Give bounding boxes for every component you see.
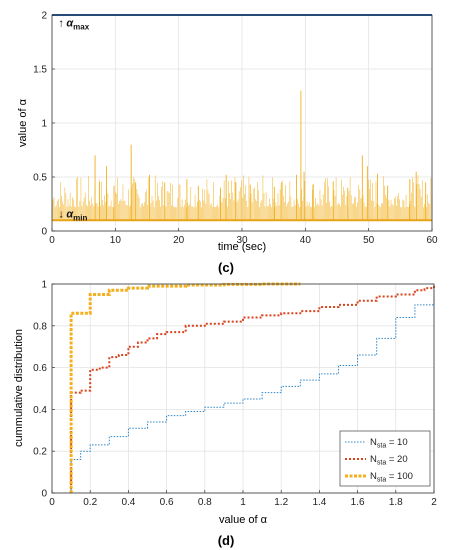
panel-d-x-tick-label: 0.2 bbox=[83, 497, 97, 508]
panel-c-x-tick-label: 50 bbox=[363, 235, 375, 246]
panel-d-x-tick-label: 0.6 bbox=[160, 497, 174, 508]
panel-d-x-tick-label: 0.8 bbox=[198, 497, 212, 508]
panel-d-legend: Nsta = 10 Nsta = 20 Nsta = 100 bbox=[339, 430, 431, 487]
panel-d-label: (d) bbox=[218, 533, 235, 548]
panel-d-x-tick-label: 0.4 bbox=[121, 497, 135, 508]
panel-c-y-tick-label: 0.5 bbox=[33, 173, 47, 184]
cdf-series-2 bbox=[70, 286, 435, 493]
annotation-min-arrow: ↓ bbox=[58, 209, 64, 221]
panel-d-x-tick-label: 1.4 bbox=[312, 497, 326, 508]
panel-d-y-tick-label: 0 bbox=[41, 489, 47, 500]
panel-c-x-tick-label: 60 bbox=[426, 235, 438, 246]
panel-c-ticks: 0 10 20 30 40 50 60 0 0.5 1 1.5 2 bbox=[33, 11, 438, 247]
legend-label-3: Nsta = 100 bbox=[370, 471, 413, 484]
panel-d-chart: 0 0.2 0.4 0.6 0.8 1 1.2 1.4 1.6 1.8 2 0 0.2 0.4 0.6 0.8… bbox=[13, 280, 437, 549]
panel-d-x-tick-label: 2 bbox=[431, 497, 437, 508]
cdf-series-3 bbox=[69, 282, 301, 493]
panel-c-y-tick-label: 1 bbox=[41, 119, 47, 130]
panel-d-x-tick-label: 0 bbox=[49, 497, 55, 508]
panel-d-y-axis-label: cummulative distribution bbox=[13, 329, 25, 447]
panel-d-x-axis-label: value of α bbox=[219, 514, 268, 526]
panel-d-ticks: 0 0.2 0.4 0.6 0.8 1 1.2 1.4 1.6 1.8 2 0 0.2 0.4 0.6 0.8… bbox=[33, 280, 437, 509]
panel-d-x-tick-label: 1.2 bbox=[274, 497, 288, 508]
panel-d-y-tick-label: 0.8 bbox=[33, 321, 47, 332]
panel-c-label: (c) bbox=[218, 260, 234, 275]
panel-d-y-tick-label: 0.4 bbox=[33, 405, 47, 416]
panel-c-x-tick-label: 0 bbox=[49, 235, 55, 246]
panel-d-x-tick-label: 1 bbox=[240, 497, 246, 508]
legend-label-1: Nsta = 10 bbox=[370, 437, 408, 450]
panel-c-x-tick-label: 20 bbox=[173, 235, 185, 246]
panel-c-x-tick-label: 10 bbox=[110, 235, 122, 246]
panel-c-y-axis-label: value of α bbox=[17, 98, 29, 147]
panel-c-y-tick-label: 1.5 bbox=[33, 65, 47, 76]
panel-d-series bbox=[69, 282, 435, 493]
panel-d-y-tick-label: 0.2 bbox=[33, 447, 47, 458]
panel-d-x-tick-label: 1.6 bbox=[351, 497, 365, 508]
panel-d-y-tick-label: 0.6 bbox=[33, 363, 47, 374]
panel-c-y-tick-label: 0 bbox=[41, 227, 47, 238]
panel-c-noise-band bbox=[52, 175, 433, 221]
panel-d-y-tick-label: 1 bbox=[41, 280, 47, 291]
legend-label-2: Nsta = 20 bbox=[370, 454, 408, 467]
annotation-max-arrow: ↑ bbox=[58, 18, 64, 30]
panel-c-x-tick-label: 40 bbox=[300, 235, 312, 246]
panel-c-x-tick-label: 30 bbox=[236, 235, 248, 246]
panel-c-x-axis-label: time (sec) bbox=[218, 241, 266, 253]
panel-c-y-tick-label: 2 bbox=[41, 11, 47, 22]
panel-d-x-tick-label: 1.8 bbox=[389, 497, 403, 508]
cdf-series-1 bbox=[70, 284, 435, 493]
